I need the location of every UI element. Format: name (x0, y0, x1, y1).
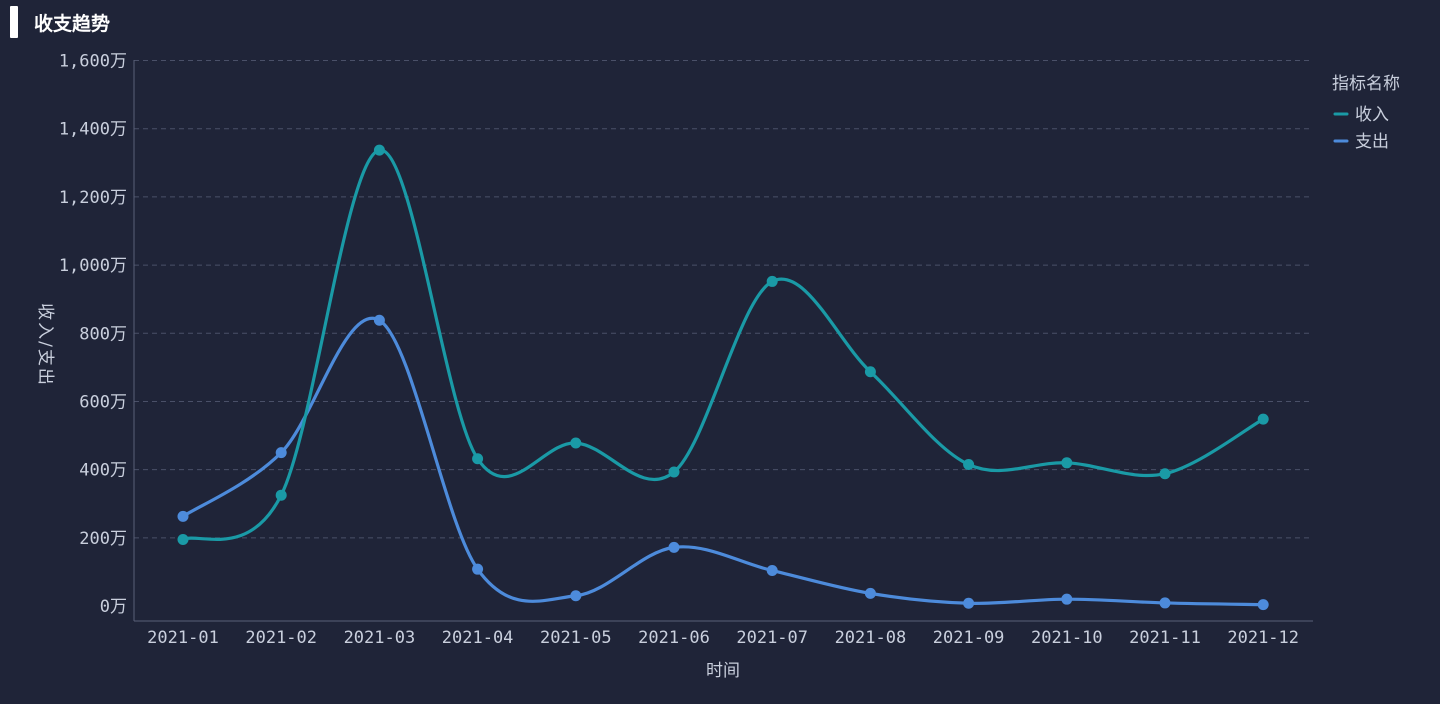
x-tick-label: 2021-09 (933, 628, 1005, 648)
y-tick-label: 1,600万 (59, 52, 127, 72)
series-收入 (177, 144, 1269, 546)
data-point[interactable] (963, 597, 975, 609)
x-tick-label: 2021-05 (540, 628, 612, 648)
chart-title: 收支趋势 (34, 13, 111, 35)
data-point[interactable] (275, 447, 287, 459)
x-tick-label: 2021-11 (1129, 628, 1201, 648)
x-axis-title: 时间 (706, 661, 740, 681)
data-point[interactable] (1257, 599, 1269, 611)
y-axis: 0万 200万 400万 600万 800万 1,000万 1,200万 1,400万 1,60… (59, 52, 135, 621)
data-point[interactable] (1257, 413, 1269, 425)
y-tick-label: 1,400万 (59, 120, 127, 140)
legend-item-支出[interactable]: 支出 (1333, 132, 1389, 152)
legend-title: 指标名称 (1332, 74, 1400, 94)
y-tick-label: 800万 (79, 324, 127, 344)
x-tick-label: 2021-06 (638, 628, 710, 648)
y-tick-label: 400万 (79, 461, 127, 481)
data-point[interactable] (1159, 597, 1171, 609)
header-accent-bar (10, 6, 18, 38)
data-point[interactable] (1061, 593, 1073, 605)
data-point[interactable] (472, 453, 484, 465)
data-point[interactable] (275, 489, 287, 501)
data-point[interactable] (177, 534, 189, 546)
data-point[interactable] (472, 563, 484, 575)
y-tick-label: 1,200万 (59, 188, 127, 208)
data-point[interactable] (668, 466, 680, 478)
data-point[interactable] (373, 314, 385, 326)
series-line (182, 316, 1264, 607)
y-tick-label: 0万 (100, 597, 127, 617)
data-point[interactable] (373, 144, 385, 156)
x-axis: 2021-01 2021-02 2021-03 2021-04 2021-05 2021-… (134, 620, 1313, 648)
data-point[interactable] (668, 541, 680, 553)
data-point[interactable] (1159, 468, 1171, 480)
y-tick-label: 200万 (79, 529, 127, 549)
data-point[interactable] (570, 590, 582, 602)
series-支出 (177, 314, 1269, 611)
series-line (182, 148, 1264, 542)
y-tick-label: 600万 (79, 392, 127, 412)
grid-lines (134, 60, 1313, 539)
series-layer (177, 144, 1269, 611)
legend-item-收入[interactable]: 收入 (1333, 105, 1389, 125)
x-tick-label: 2021-01 (147, 628, 219, 648)
x-tick-label: 2021-03 (344, 628, 416, 648)
data-point[interactable] (177, 510, 189, 522)
x-tick-label: 2021-02 (245, 628, 317, 648)
data-point[interactable] (963, 459, 975, 471)
legend-label: 支出 (1355, 132, 1389, 152)
x-tick-label: 2021-10 (1031, 628, 1103, 648)
data-point[interactable] (1061, 457, 1073, 469)
chart-header: 收支趋势 (0, 0, 1440, 44)
legend-label: 收入 (1355, 105, 1389, 125)
x-tick-label: 2021-08 (835, 628, 907, 648)
y-axis-title: 收入/支出 (35, 303, 55, 387)
x-tick-label: 2021-12 (1227, 628, 1299, 648)
data-point[interactable] (864, 587, 876, 599)
y-tick-label: 1,000万 (59, 256, 127, 276)
data-point[interactable] (864, 366, 876, 378)
x-tick-label: 2021-04 (442, 628, 514, 648)
x-tick-label: 2021-07 (736, 628, 808, 648)
data-point[interactable] (766, 275, 778, 287)
data-point[interactable] (570, 437, 582, 449)
data-point[interactable] (766, 565, 778, 577)
